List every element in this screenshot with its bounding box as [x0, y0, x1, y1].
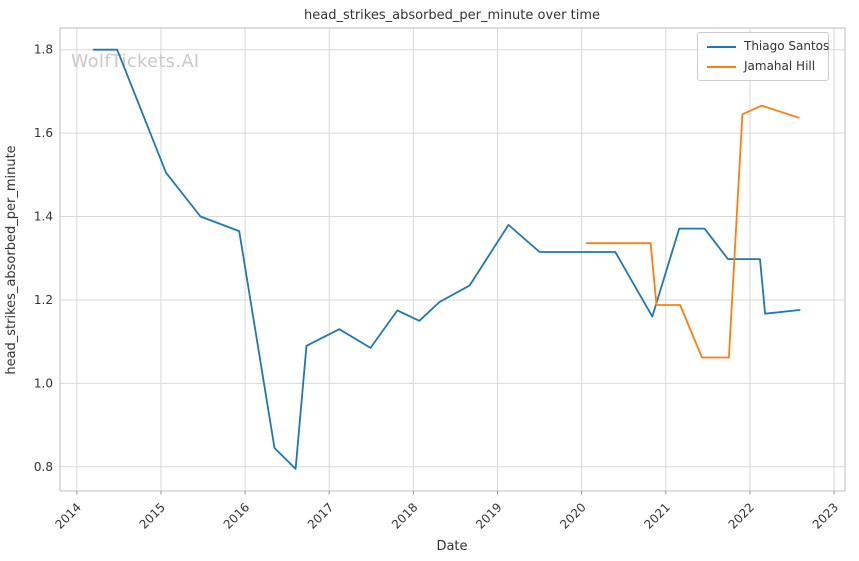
legend-line-sample-blue [707, 45, 736, 48]
svg-text:2021: 2021 [641, 500, 672, 531]
svg-text:1.6: 1.6 [34, 126, 53, 140]
svg-text:2019: 2019 [473, 500, 504, 531]
svg-text:0.8: 0.8 [34, 460, 53, 474]
legend-line-sample-orange [707, 65, 736, 68]
chart-title: head_strikes_absorbed_per_minute over ti… [304, 8, 600, 23]
x-axis-label: Date [436, 539, 467, 554]
legend-item-jamahal-hill: Jamahal Hill [707, 59, 819, 74]
svg-text:2014: 2014 [52, 500, 83, 531]
axes-and-ticks: 2014 2015 2016 2017 2018 2019 2020 2021 2022 2023… [34, 27, 846, 532]
svg-text:2018: 2018 [389, 500, 420, 531]
data-series-lines [92, 48, 801, 470]
svg-text:2023: 2023 [810, 500, 841, 531]
legend-label-jamahal-hill: Jamahal Hill [744, 59, 816, 73]
legend: Thiago Santos Jamahal Hill [697, 32, 829, 81]
svg-text:1.2: 1.2 [34, 293, 53, 307]
watermark: WolfTickets.AI [71, 52, 200, 72]
legend-label-thiago-santos: Thiago Santos [744, 39, 830, 53]
svg-text:1.0: 1.0 [34, 376, 53, 390]
svg-text:2022: 2022 [726, 500, 757, 531]
gridlines [60, 28, 845, 491]
y-axis-label: head_strikes_absorbed_per_minute [4, 145, 19, 374]
legend-item-thiago-santos: Thiago Santos [707, 39, 829, 54]
svg-text:1.8: 1.8 [34, 43, 53, 57]
svg-text:1.4: 1.4 [34, 210, 53, 224]
svg-text:2016: 2016 [221, 500, 252, 531]
svg-text:2015: 2015 [137, 500, 168, 531]
svg-text:2020: 2020 [557, 500, 588, 531]
svg-text:2017: 2017 [305, 500, 336, 531]
